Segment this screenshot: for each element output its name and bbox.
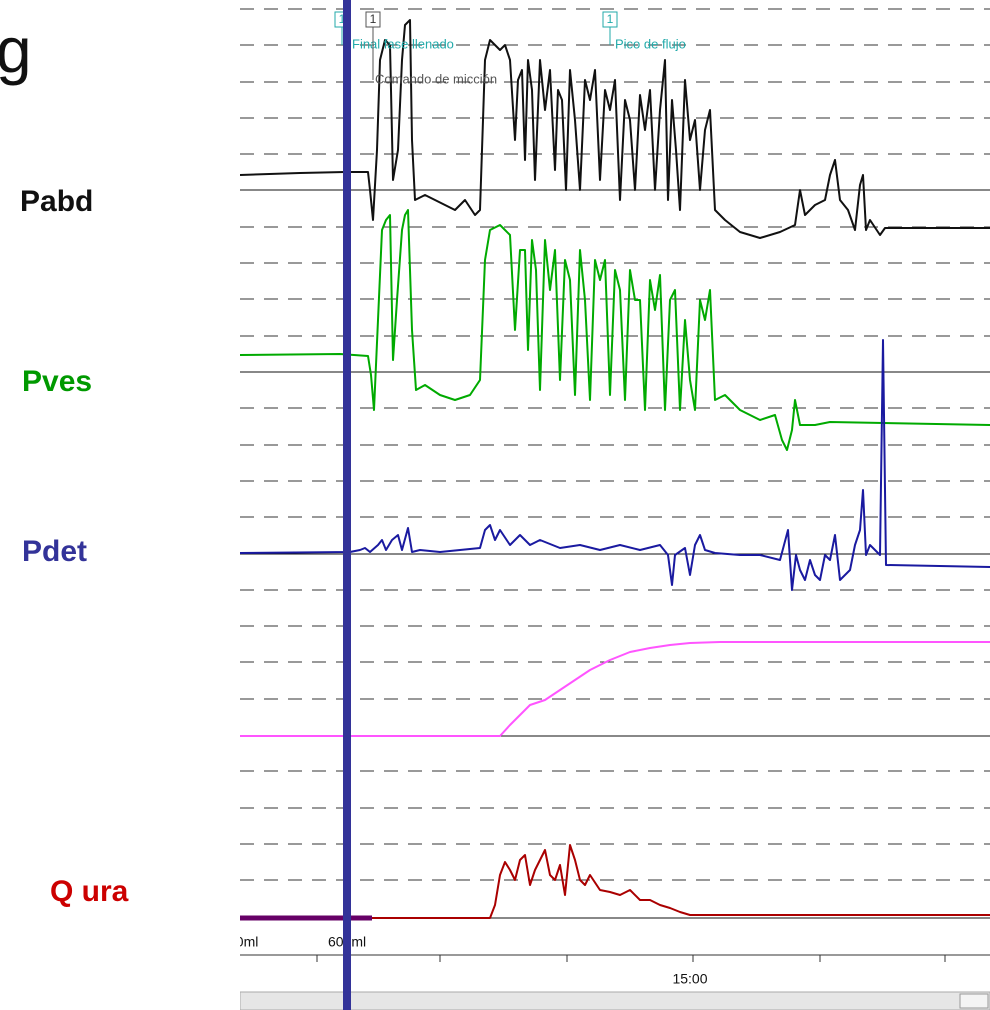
marker-id: 1 <box>607 12 614 26</box>
scroll-button[interactable] <box>959 993 989 1009</box>
cursor-line[interactable] <box>343 0 351 1010</box>
marker-box <box>602 11 618 28</box>
marker-id: 1 <box>370 12 377 26</box>
title-fragment: g <box>0 14 32 86</box>
marker-label: Pico de flujo <box>615 36 686 51</box>
channel-label: Q ura <box>50 875 129 908</box>
marker-id: 1 <box>339 12 346 26</box>
time-label: 15:00 <box>672 971 707 987</box>
volume-label: 50ml <box>228 934 258 950</box>
pves-trace <box>240 209 990 451</box>
marker-box <box>365 11 381 28</box>
channel-label: Pdet <box>22 535 87 568</box>
marker-label: Final fase llenado <box>352 36 454 51</box>
marker-label: Comando de micción <box>375 71 497 86</box>
channel-label: Pabd <box>20 185 93 218</box>
pabd-trace <box>240 19 990 239</box>
scrollbar[interactable] <box>240 991 990 1010</box>
flow-trace <box>240 844 990 919</box>
volume-trace <box>240 641 990 737</box>
trace-panel: 1 Final fase llenado 1 Comando de micció… <box>228 8 990 1010</box>
channel-label: Pves <box>22 365 92 398</box>
pdet-trace <box>240 339 990 591</box>
